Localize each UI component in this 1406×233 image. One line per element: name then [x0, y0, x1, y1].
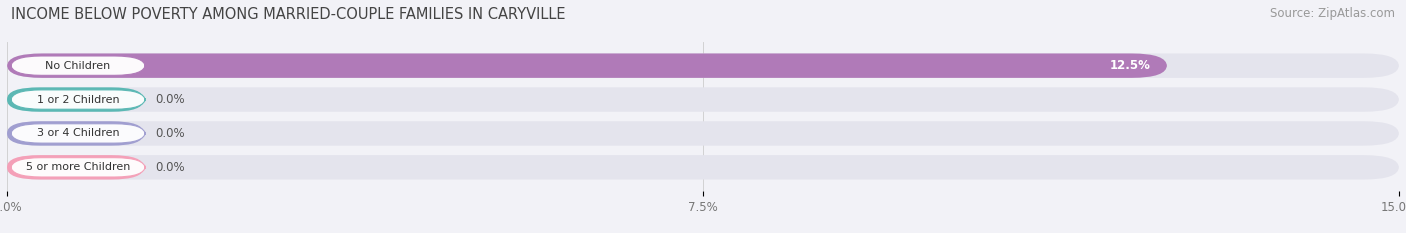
FancyBboxPatch shape: [11, 124, 145, 143]
Text: No Children: No Children: [45, 61, 111, 71]
FancyBboxPatch shape: [7, 53, 1167, 78]
Text: 12.5%: 12.5%: [1109, 59, 1150, 72]
FancyBboxPatch shape: [7, 87, 143, 112]
FancyBboxPatch shape: [7, 53, 1399, 78]
Text: Source: ZipAtlas.com: Source: ZipAtlas.com: [1270, 7, 1395, 20]
Text: 5 or more Children: 5 or more Children: [25, 162, 131, 172]
FancyBboxPatch shape: [7, 155, 143, 180]
Text: 1 or 2 Children: 1 or 2 Children: [37, 95, 120, 105]
FancyBboxPatch shape: [7, 121, 143, 146]
Text: 0.0%: 0.0%: [155, 161, 184, 174]
Text: INCOME BELOW POVERTY AMONG MARRIED-COUPLE FAMILIES IN CARYVILLE: INCOME BELOW POVERTY AMONG MARRIED-COUPL…: [11, 7, 565, 22]
FancyBboxPatch shape: [7, 121, 1399, 146]
FancyBboxPatch shape: [11, 90, 145, 109]
Text: 3 or 4 Children: 3 or 4 Children: [37, 128, 120, 138]
FancyBboxPatch shape: [7, 155, 1399, 180]
Text: 0.0%: 0.0%: [155, 127, 184, 140]
FancyBboxPatch shape: [7, 87, 1399, 112]
Text: 0.0%: 0.0%: [155, 93, 184, 106]
FancyBboxPatch shape: [11, 56, 145, 75]
FancyBboxPatch shape: [11, 158, 145, 177]
